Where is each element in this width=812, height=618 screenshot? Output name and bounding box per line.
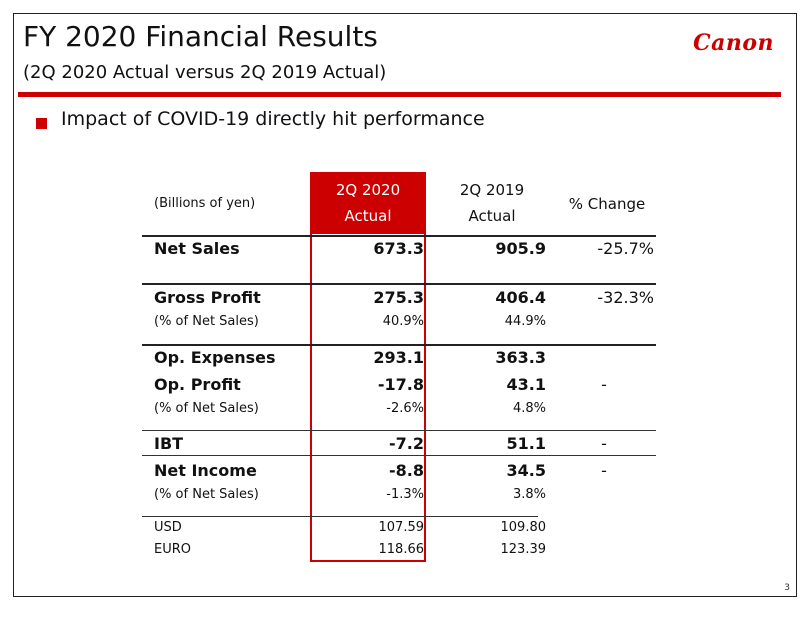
- row-label-usd: USD: [154, 520, 182, 535]
- row-label-gp-margin: (% of Net Sales): [154, 314, 259, 329]
- cell-change: -: [601, 375, 607, 394]
- cell-2019: 34.5: [506, 461, 546, 480]
- row-label-ni-margin: (% of Net Sales): [154, 487, 259, 502]
- cell-2020: -7.2: [389, 434, 424, 453]
- bullet-text: Impact of COVID-19 directly hit performa…: [61, 108, 485, 130]
- table-rule: [142, 283, 656, 285]
- row-label-op-margin: (% of Net Sales): [154, 401, 259, 416]
- cell-2020: -2.6%: [386, 401, 424, 416]
- bullet-square-icon: [36, 118, 47, 129]
- canon-logo: Canon: [693, 30, 774, 56]
- title-divider: [18, 92, 781, 97]
- table-rule: [142, 516, 538, 517]
- cell-2019: 905.9: [495, 239, 546, 258]
- cell-2019: 3.8%: [512, 487, 546, 502]
- cell-change: -32.3%: [597, 288, 654, 307]
- cell-2020: -8.8: [389, 461, 424, 480]
- cell-change: -: [601, 461, 607, 480]
- slide-title: FY 2020 Financial Results: [23, 20, 378, 53]
- cell-2020: 118.66: [378, 542, 425, 557]
- header-2019-line2: Actual: [468, 207, 516, 225]
- table-rule: [142, 430, 656, 431]
- cell-change: -25.7%: [597, 239, 654, 258]
- cell-2020: -17.8: [377, 375, 424, 394]
- cell-2019: 43.1: [506, 375, 546, 394]
- cell-2019: 406.4: [495, 288, 546, 307]
- highlight-column-box: [310, 172, 426, 562]
- cell-2020: 293.1: [373, 348, 424, 367]
- header-2019-line1: 2Q 2019: [459, 181, 525, 199]
- row-label-op-expenses: Op. Expenses: [154, 348, 276, 367]
- cell-2020: 107.59: [378, 520, 425, 535]
- row-label-net-income: Net Income: [154, 461, 257, 480]
- cell-2020: 275.3: [373, 288, 424, 307]
- table-rule: [142, 455, 656, 456]
- header-change: % Change: [568, 195, 646, 213]
- units-label: (Billions of yen): [154, 196, 256, 211]
- table-rule: [142, 344, 656, 346]
- cell-2020: -1.3%: [386, 487, 424, 502]
- row-label-net-sales: Net Sales: [154, 239, 240, 258]
- cell-2019: 123.39: [500, 542, 547, 557]
- cell-2019: 51.1: [506, 434, 546, 453]
- header-2020-line1: 2Q 2020: [335, 181, 401, 199]
- slide-subtitle: (2Q 2020 Actual versus 2Q 2019 Actual): [23, 62, 387, 83]
- highlight-column-header: [310, 172, 426, 234]
- cell-2020: 673.3: [373, 239, 424, 258]
- row-label-euro: EURO: [154, 542, 191, 557]
- row-label-gross-profit: Gross Profit: [154, 288, 261, 307]
- slide: FY 2020 Financial Results (2Q 2020 Actua…: [13, 13, 797, 597]
- header-2020-line2: Actual: [344, 207, 392, 225]
- cell-change: -: [601, 434, 607, 453]
- table-rule: [142, 235, 656, 237]
- cell-2019: 44.9%: [504, 314, 546, 329]
- cell-2019: 4.8%: [512, 401, 546, 416]
- page-number: 3: [784, 583, 790, 593]
- row-label-ibt: IBT: [154, 434, 184, 453]
- cell-2020: 40.9%: [382, 314, 424, 329]
- cell-2019: 363.3: [495, 348, 546, 367]
- row-label-op-profit: Op. Profit: [154, 375, 241, 394]
- cell-2019: 109.80: [500, 520, 547, 535]
